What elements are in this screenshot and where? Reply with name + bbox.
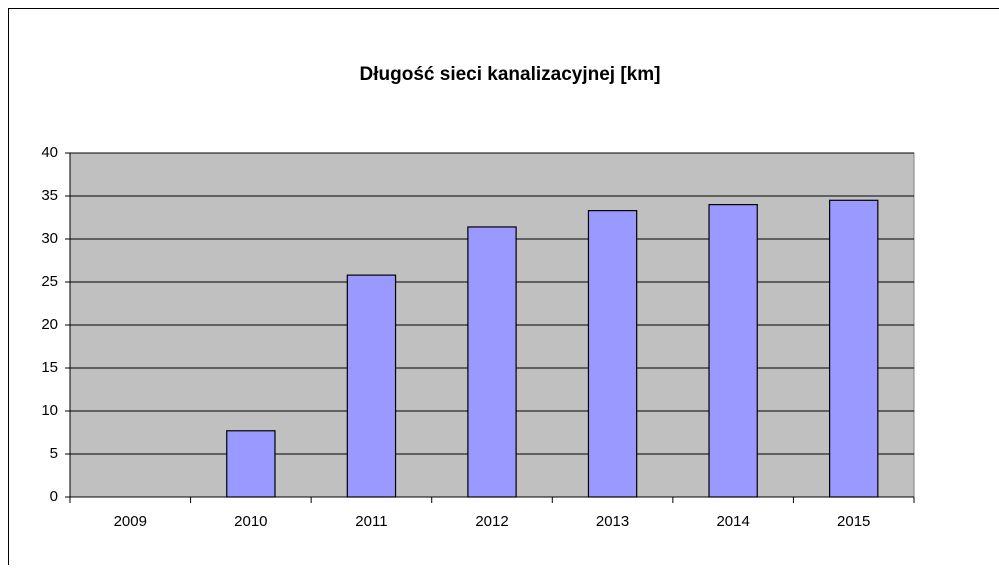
y-tick-label: 10 — [41, 402, 58, 419]
bar — [347, 275, 395, 497]
y-tick-label: 30 — [41, 230, 58, 247]
x-tick-label: 2012 — [475, 513, 508, 530]
x-tick-label: 2011 — [355, 513, 387, 530]
bar — [468, 227, 516, 497]
bar — [588, 211, 636, 497]
y-tick-label: 25 — [41, 273, 58, 290]
x-tick-label: 2014 — [716, 513, 749, 530]
y-tick-label: 15 — [41, 359, 58, 376]
y-tick-label: 35 — [41, 187, 58, 204]
x-tick-label: 2009 — [114, 513, 147, 530]
bar — [709, 205, 757, 497]
x-tick-label: 2010 — [234, 513, 267, 530]
y-tick-label: 20 — [41, 316, 58, 333]
chart-title: Długość sieci kanalizacyjnej [km] — [360, 64, 661, 85]
bar — [227, 431, 275, 497]
x-tick-label: 2015 — [837, 513, 870, 530]
y-tick-label: 5 — [50, 445, 58, 462]
x-tick-label: 2013 — [596, 513, 629, 530]
y-tick-label: 40 — [41, 144, 58, 161]
bar — [830, 200, 878, 497]
y-tick-label: 0 — [50, 488, 58, 505]
